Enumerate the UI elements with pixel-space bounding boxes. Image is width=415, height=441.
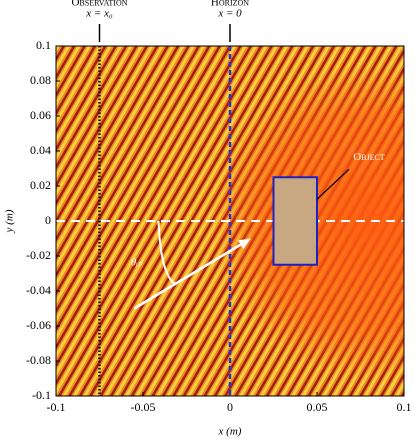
x-tick-label: -0.05 <box>131 400 156 414</box>
y-tick-label: -0.02 <box>26 248 51 262</box>
x-tick-label: -0.1 <box>47 400 66 414</box>
object-label: Object <box>353 151 385 163</box>
line-sublabel: x = x₀ <box>85 8 113 20</box>
x-tick-label: 0.05 <box>307 400 328 414</box>
arrow-head <box>238 238 251 250</box>
y-axis-label: y (m) <box>4 209 16 233</box>
angle-arc <box>157 220 176 285</box>
y-tick-label: -0.1 <box>32 388 51 402</box>
object <box>272 176 318 266</box>
x-tick-label: 0 <box>227 400 233 414</box>
y-tick-label: 0.08 <box>30 73 51 87</box>
y-tick-label: 0.04 <box>30 143 51 157</box>
plot-frame <box>55 45 405 397</box>
y-tick-label: 0.02 <box>30 178 51 192</box>
line-sublabel: x = 0 <box>217 8 242 20</box>
x-axis-label: x (m) <box>218 426 242 438</box>
object-leader <box>316 168 350 200</box>
y-tick-label: -0.04 <box>26 283 51 297</box>
line-label: Observation <box>71 0 127 9</box>
angle-label: θᵢₙ <box>131 257 143 269</box>
y-tick-label: -0.06 <box>26 318 51 332</box>
y-tick-label: -0.08 <box>26 353 51 367</box>
y-tick-label: 0.1 <box>36 38 51 52</box>
y-tick-label: 0 <box>45 213 51 227</box>
incident-arrow <box>133 241 245 310</box>
y-tick-label: 0.06 <box>30 108 51 122</box>
x-tick-label: 0.1 <box>397 400 412 414</box>
line-label: Horizon <box>211 0 249 9</box>
